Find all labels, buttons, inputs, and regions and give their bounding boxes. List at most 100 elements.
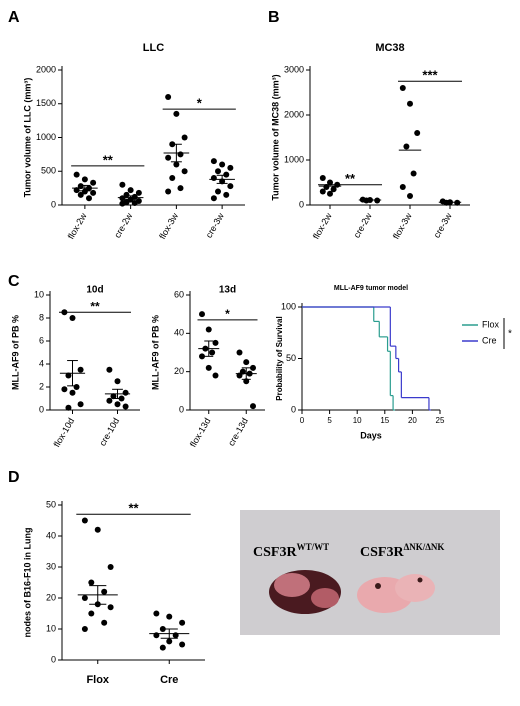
data-point	[131, 199, 138, 206]
data-point	[243, 359, 250, 366]
photo-label: CSF3RΔNK/ΔNK	[360, 542, 444, 560]
data-point	[169, 175, 176, 181]
data-point	[250, 403, 256, 410]
data-point	[65, 372, 72, 379]
data-point	[407, 193, 413, 199]
data-point	[77, 183, 84, 190]
data-point	[227, 164, 234, 171]
data-point	[179, 619, 186, 626]
data-point	[223, 191, 230, 198]
data-point	[209, 349, 216, 356]
data-point	[327, 179, 333, 186]
data-point	[319, 188, 326, 195]
data-point	[73, 171, 80, 178]
data-point	[165, 188, 172, 195]
x-tick-label: flox-2w	[311, 211, 334, 241]
x-tick-label: 25	[436, 416, 445, 425]
data-point	[219, 161, 226, 168]
x-tick-label: cre-3w	[432, 211, 454, 240]
data-point	[323, 184, 330, 190]
chart-title: 10d	[86, 285, 103, 296]
y-tick-label: 10	[46, 623, 56, 633]
data-point	[399, 184, 406, 190]
significance-label: **	[103, 152, 114, 167]
legend-label: Flox	[482, 319, 500, 329]
data-point	[210, 158, 217, 165]
data-point	[250, 364, 256, 371]
legend-label: Cre	[482, 335, 497, 345]
data-point	[205, 364, 212, 371]
y-tick-label: 1000	[36, 132, 56, 142]
data-point	[61, 386, 68, 393]
y-tick-label: 20	[46, 592, 56, 602]
data-point	[77, 366, 84, 373]
data-point	[107, 564, 114, 570]
significance-label: **	[90, 299, 100, 313]
data-point	[153, 610, 160, 617]
data-point	[205, 326, 212, 333]
x-tick-label: cre-2w	[352, 211, 374, 240]
data-point	[88, 610, 95, 617]
data-point	[69, 315, 76, 321]
y-tick-label: 0	[51, 654, 56, 664]
x-axis-label: Days	[360, 430, 382, 440]
x-tick-label: 5	[327, 416, 332, 425]
x-tick-label: cre-2w	[112, 211, 134, 240]
data-point	[119, 181, 126, 188]
x-tick-label: cre-10d	[97, 416, 121, 447]
panel-label: A	[8, 9, 20, 26]
y-tick-label: 500	[41, 166, 56, 176]
y-tick-label: 8	[39, 312, 44, 322]
y-tick-label: 0	[51, 199, 56, 209]
data-point	[77, 401, 84, 408]
y-tick-label: 50	[46, 499, 56, 509]
lung	[395, 574, 435, 602]
y-tick-label: 0	[179, 404, 184, 414]
data-point	[65, 404, 72, 411]
data-point	[399, 85, 406, 91]
significance-label: ***	[422, 68, 438, 83]
lung	[274, 573, 310, 597]
y-tick-label: 0	[299, 199, 304, 209]
chart-title: 13d	[219, 285, 236, 296]
data-point	[215, 168, 222, 175]
data-point	[215, 188, 222, 195]
data-point	[165, 94, 172, 100]
data-point	[227, 183, 234, 190]
y-axis-label: MLL-AF9 of PB %	[150, 315, 160, 390]
chart-title: MC38	[375, 42, 404, 54]
data-point	[110, 393, 117, 400]
y-tick-label: 0	[291, 404, 296, 414]
data-point	[119, 200, 126, 207]
data-point	[81, 626, 88, 632]
data-point	[159, 644, 166, 651]
data-point	[114, 401, 121, 408]
data-point	[165, 154, 172, 161]
data-point	[106, 397, 113, 404]
data-point	[69, 389, 76, 396]
data-point	[85, 195, 92, 202]
y-tick-label: 30	[46, 561, 56, 571]
x-tick-label: cre-3w	[204, 211, 226, 240]
nodule	[375, 583, 381, 589]
data-point	[101, 619, 108, 626]
x-tick-label: 10	[353, 416, 362, 425]
data-point	[181, 168, 188, 175]
significance-label: **	[128, 501, 139, 516]
data-point	[73, 384, 80, 390]
y-tick-label: 1500	[36, 98, 56, 108]
data-point	[122, 389, 129, 396]
y-axis-label: nodes of B16-F10 in Lung	[22, 527, 32, 637]
y-tick-label: 6	[39, 335, 44, 345]
data-point	[90, 189, 97, 196]
data-point	[77, 191, 84, 198]
y-tick-label: 4	[39, 358, 44, 368]
panel-label: B	[268, 9, 280, 26]
significance-label: *	[508, 329, 512, 340]
data-point	[330, 186, 337, 193]
y-tick-label: 40	[46, 530, 56, 540]
x-tick-label: 15	[380, 416, 389, 425]
y-axis-label: Tumor volume of LLC (mm³)	[22, 78, 32, 198]
y-tick-label: 0	[39, 404, 44, 414]
